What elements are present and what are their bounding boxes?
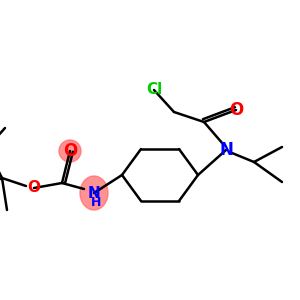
Text: N: N: [88, 185, 100, 200]
Text: Cl: Cl: [146, 82, 162, 98]
Ellipse shape: [59, 140, 81, 162]
Ellipse shape: [80, 176, 108, 210]
Text: H: H: [91, 196, 101, 209]
Text: O: O: [63, 142, 77, 160]
Text: O: O: [28, 181, 40, 196]
Text: O: O: [229, 101, 243, 119]
Text: N: N: [219, 141, 233, 159]
